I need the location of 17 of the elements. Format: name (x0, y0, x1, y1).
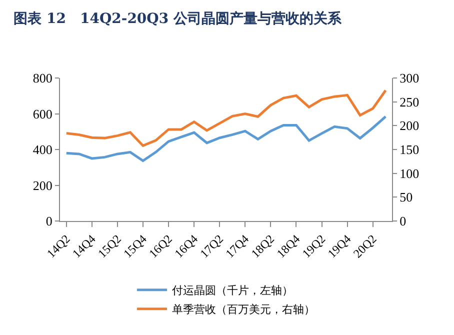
y2-tick-label: 250 (400, 94, 420, 110)
y2-tick-label: 0 (400, 214, 406, 229)
y2-tick-label: 50 (400, 190, 413, 205)
y2-tick-label: 300 (400, 70, 420, 86)
line-series (65, 89, 387, 147)
y-tick-label: 800 (32, 70, 52, 86)
y2-tick-label: 100 (400, 166, 420, 181)
line-series (65, 115, 387, 162)
y-tick-label: 0 (46, 214, 52, 229)
legend-label: 付运晶圆（千片，左轴） (172, 284, 293, 298)
legend-label: 单季营收（百万美元，右轴） (172, 303, 315, 316)
y-tick-label: 600 (32, 106, 52, 122)
y-tick-label: 400 (32, 142, 52, 158)
chart-title: 图表 12 14Q2-20Q3 公司晶圆产量与营收的关系 (14, 10, 342, 28)
y2-tick-label: 200 (400, 118, 420, 134)
y-tick-label: 200 (32, 178, 52, 193)
y2-tick-label: 150 (400, 142, 420, 158)
